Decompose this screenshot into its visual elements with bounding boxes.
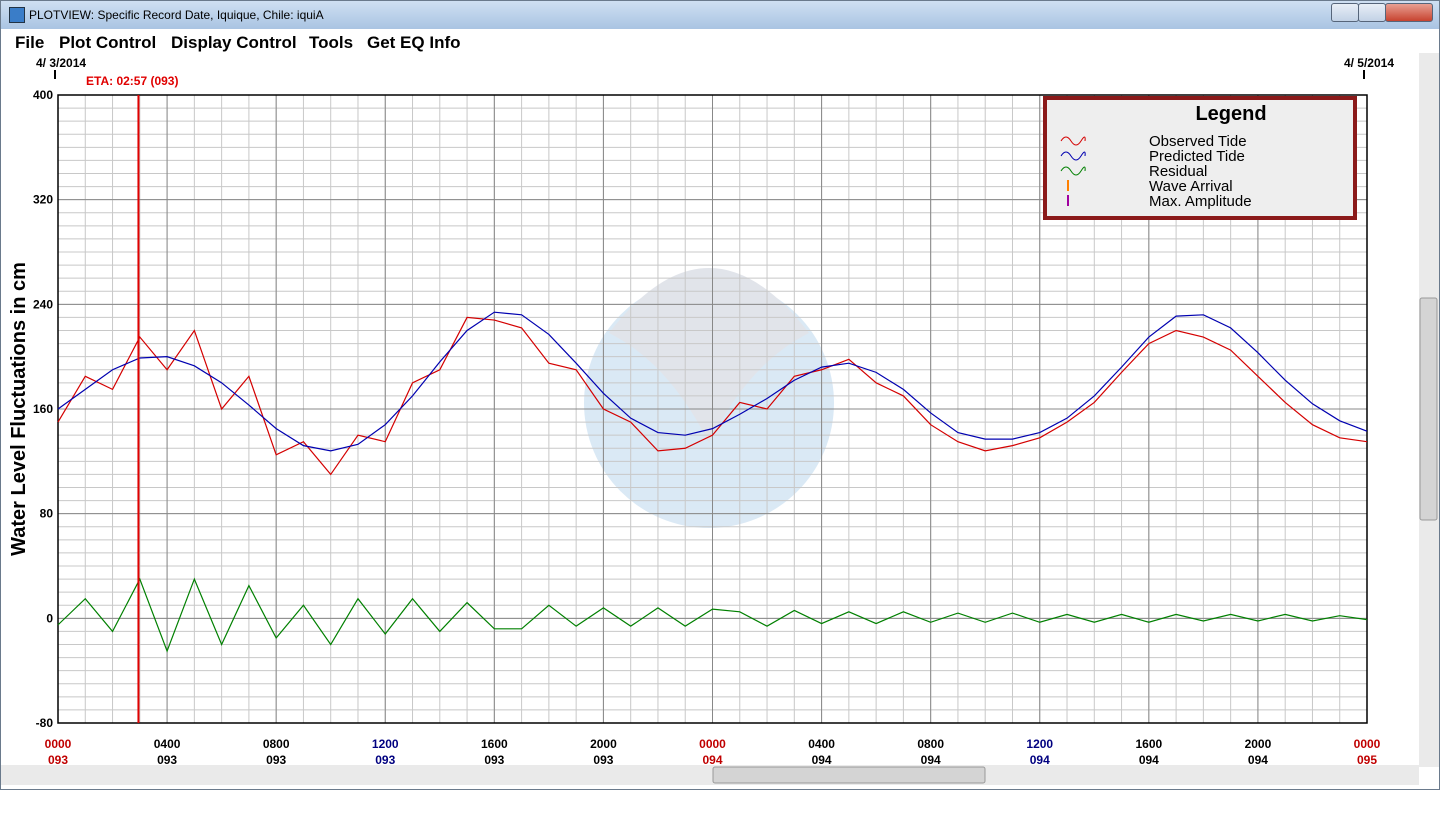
- y-tick-label: 80: [40, 507, 54, 521]
- horizontal-scrollbar[interactable]: [1, 765, 1419, 785]
- x-tick-label: 0800: [263, 737, 290, 751]
- x-tick-label: 1200: [1026, 737, 1053, 751]
- maximize-button[interactable]: [1358, 3, 1386, 22]
- y-tick-label: 320: [33, 193, 53, 207]
- x-tick-day-label: 093: [157, 753, 177, 767]
- x-tick-day-label: 094: [921, 753, 941, 767]
- y-tick-label: 0: [46, 611, 53, 625]
- x-tick-day-label: 094: [1248, 753, 1268, 767]
- menu-item[interactable]: File: [15, 33, 45, 52]
- watermark-logo: [584, 268, 834, 528]
- legend-box: [1043, 96, 1357, 220]
- legend-title: Legend: [1195, 103, 1266, 125]
- menu-item[interactable]: Display Control: [171, 33, 297, 52]
- x-tick-day-label: 094: [702, 753, 722, 767]
- legend-label: Max. Amplitude: [1149, 193, 1252, 210]
- x-tick-label: 2000: [590, 737, 617, 751]
- x-tick-day-label: 093: [375, 753, 395, 767]
- x-tick-day-label: 093: [266, 753, 286, 767]
- x-tick-label: 0000: [45, 737, 72, 751]
- x-tick-label: 0000: [1354, 737, 1381, 751]
- legend-swatch: [1060, 166, 1086, 176]
- vertical-scroll-thumb[interactable]: [1419, 297, 1438, 521]
- x-tick-day-label: 095: [1357, 753, 1377, 767]
- close-button[interactable]: [1385, 3, 1433, 22]
- legend-label: Predicted Tide: [1149, 148, 1245, 165]
- start-date: 4/ 3/2014: [36, 56, 86, 70]
- x-tick-label: 0400: [808, 737, 835, 751]
- app-icon: [9, 7, 25, 23]
- window-title: PLOTVIEW: Specific Record Date, Iquique,…: [29, 8, 324, 22]
- title-bar: PLOTVIEW: Specific Record Date, Iquique,…: [1, 1, 1439, 29]
- window: PLOTVIEW: Specific Record Date, Iquique,…: [0, 0, 1440, 790]
- x-tick-label: 1600: [481, 737, 508, 751]
- y-tick-label: 240: [33, 297, 53, 311]
- x-tick-day-label: 093: [484, 753, 504, 767]
- horizontal-scroll-thumb[interactable]: [712, 766, 986, 784]
- x-tick-label: 0800: [917, 737, 944, 751]
- menu-item[interactable]: Plot Control: [59, 33, 157, 52]
- x-tick-day-label: 094: [1030, 753, 1050, 767]
- menu-bar: File Plot Control Display Control Tools Get …: [1, 30, 1439, 53]
- end-date: 4/ 5/2014: [1344, 56, 1394, 70]
- y-tick-label: 160: [33, 402, 53, 416]
- y-tick-label: -80: [36, 716, 54, 730]
- series-line: [57, 577, 1368, 653]
- y-axis-label: Water Level Fluctuations in cm: [8, 262, 30, 556]
- legend-label: Wave Arrival: [1149, 178, 1233, 195]
- x-tick-day-label: 094: [812, 753, 832, 767]
- y-tick-label: 400: [33, 88, 53, 102]
- eta-label: ETA: 02:57 (093): [86, 74, 178, 88]
- legend-swatch: [1060, 151, 1086, 161]
- legend-swatch: [1060, 136, 1086, 146]
- x-tick-day-label: 093: [593, 753, 613, 767]
- x-tick-label: 1200: [372, 737, 399, 751]
- legend-label: Residual: [1149, 163, 1207, 180]
- x-tick-label: 1600: [1135, 737, 1162, 751]
- menu-item[interactable]: Tools: [309, 33, 354, 52]
- series-line: [57, 316, 1368, 476]
- x-tick-day-label: 093: [48, 753, 68, 767]
- x-tick-label: 0000: [699, 737, 726, 751]
- series-line: [57, 311, 1368, 452]
- menu-item[interactable]: Get EQ Info: [367, 33, 461, 52]
- x-tick-label: 0400: [154, 737, 181, 751]
- chart: -80 0 80 160 240 320 400 0000 093 0400 093 0800 093 1…: [1, 53, 1439, 785]
- x-tick-label: 2000: [1245, 737, 1272, 751]
- x-tick-day-label: 094: [1139, 753, 1159, 767]
- legend-label: Observed Tide: [1149, 133, 1247, 150]
- minimize-button[interactable]: [1331, 3, 1359, 22]
